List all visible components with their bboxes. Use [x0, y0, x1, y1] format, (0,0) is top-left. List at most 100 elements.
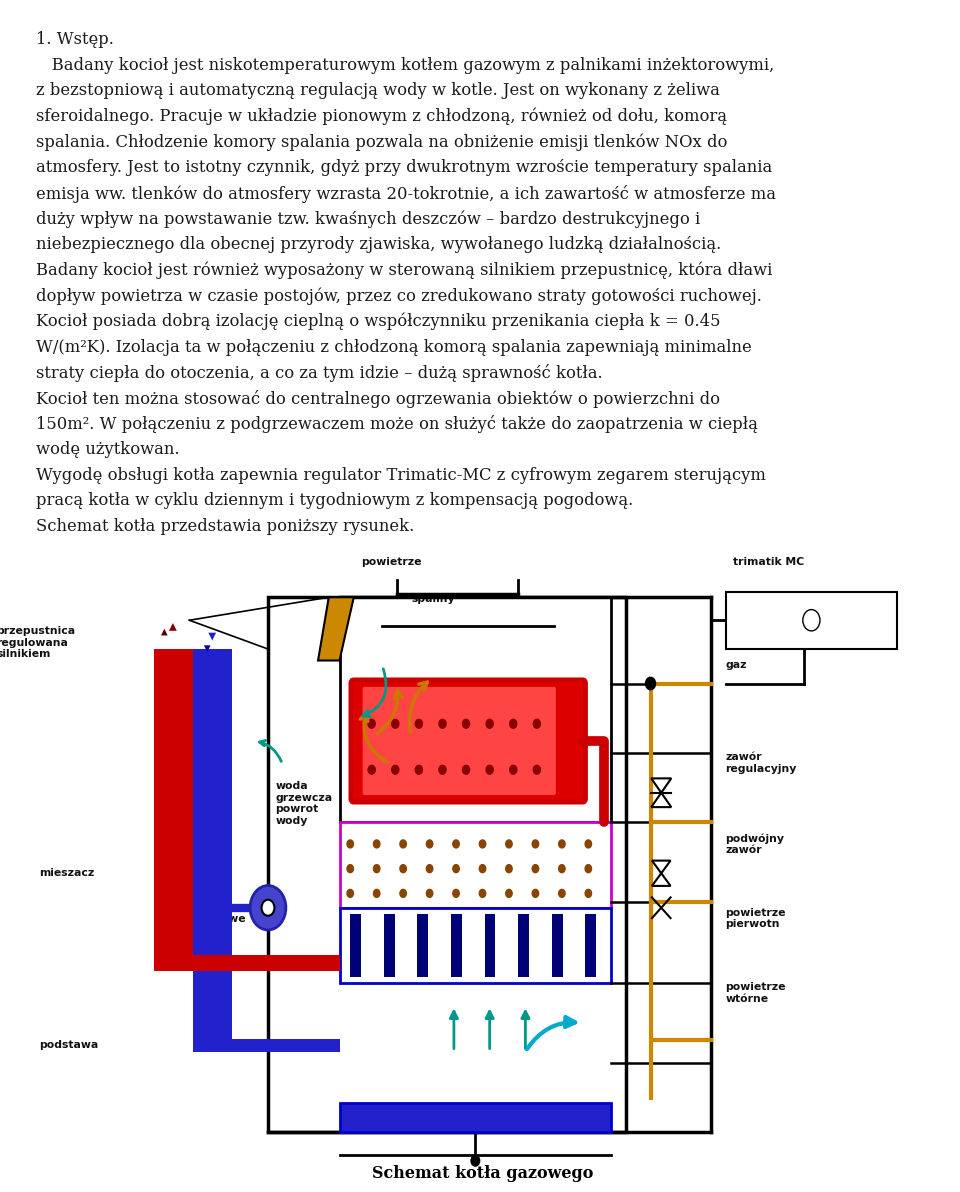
- Text: spalania. Chłodzenie komory spalania pozwala na obniżenie emisji tlenków NOx do: spalania. Chłodzenie komory spalania poz…: [36, 134, 728, 151]
- Text: sferoidalnego. Pracuje w układzie pionowym z chłodzoną, również od dołu, komorą: sferoidalnego. Pracuje w układzie pionow…: [36, 108, 728, 125]
- Text: pracą kotła w cyklu dziennym i tygodniowym z kompensacją pogodową.: pracą kotła w cyklu dziennym i tygodniow…: [36, 492, 634, 509]
- Text: straty ciepła do otoczenia, a co za tym idzie – dużą sprawność kotła.: straty ciepła do otoczenia, a co za tym …: [36, 364, 603, 383]
- Circle shape: [559, 864, 565, 873]
- Circle shape: [532, 840, 539, 848]
- Circle shape: [373, 840, 380, 848]
- Text: Kocioł ten można stosować do centralnego ogrzewania obiektów o powierzchni do: Kocioł ten można stosować do centralnego…: [36, 390, 720, 408]
- Text: przepustnica
regulowana
silnikiem: przepustnica regulowana silnikiem: [0, 626, 76, 659]
- Circle shape: [479, 889, 486, 898]
- Polygon shape: [652, 874, 670, 886]
- Circle shape: [510, 765, 516, 774]
- Circle shape: [471, 1155, 480, 1166]
- Circle shape: [392, 765, 398, 774]
- Circle shape: [347, 864, 353, 873]
- Bar: [726, 591, 898, 648]
- Text: Kocioł posiada dobrą izolację cieplną o współczynniku przenikania ciepła k = 0.4: Kocioł posiada dobrą izolację cieplną o …: [36, 312, 721, 330]
- Text: wodę użytkowan.: wodę użytkowan.: [36, 441, 180, 458]
- Text: trimatik MC: trimatik MC: [732, 557, 804, 567]
- Circle shape: [532, 864, 539, 873]
- Circle shape: [347, 889, 353, 898]
- Bar: [268, 597, 626, 1132]
- Text: duży wpływ na powstawanie tzw. kwaśnych deszczów – bardzo destrukcyjnego i: duży wpływ na powstawanie tzw. kwaśnych …: [36, 210, 701, 228]
- Bar: [350, 913, 361, 976]
- Circle shape: [439, 765, 446, 774]
- Bar: [193, 648, 232, 1051]
- Circle shape: [347, 840, 353, 848]
- Circle shape: [416, 719, 422, 728]
- Bar: [154, 648, 193, 971]
- Circle shape: [251, 886, 286, 930]
- Bar: [193, 1039, 340, 1051]
- Circle shape: [585, 889, 591, 898]
- Bar: [340, 1104, 612, 1132]
- Text: emisja ww. tlenków do atmosfery wzrasta 20-tokrotnie, a ich zawartość w atmosfer: emisja ww. tlenków do atmosfery wzrasta …: [36, 185, 777, 203]
- FancyBboxPatch shape: [351, 679, 586, 802]
- FancyBboxPatch shape: [363, 687, 556, 795]
- Circle shape: [400, 840, 406, 848]
- Circle shape: [400, 889, 406, 898]
- Circle shape: [486, 719, 493, 728]
- Text: W/(m²K). Izolacja ta w połączeniu z chłodzoną komorą spalania zapewniają minimal: W/(m²K). Izolacja ta w połączeniu z chło…: [36, 339, 753, 355]
- Circle shape: [368, 719, 375, 728]
- Text: Schemat kotła gazowego: Schemat kotła gazowego: [372, 1165, 593, 1181]
- Circle shape: [486, 765, 493, 774]
- Circle shape: [416, 765, 422, 774]
- Polygon shape: [318, 597, 354, 660]
- Text: 1. Wstęp.: 1. Wstęp.: [36, 31, 114, 48]
- Bar: [154, 955, 340, 971]
- Circle shape: [426, 864, 433, 873]
- Circle shape: [479, 864, 486, 873]
- Text: podstawa: podstawa: [39, 1039, 99, 1050]
- Polygon shape: [651, 778, 671, 793]
- Text: powietrze: powietrze: [361, 557, 421, 567]
- Circle shape: [559, 889, 565, 898]
- Text: powietrze
pierwotn: powietrze pierwotn: [726, 908, 786, 930]
- Text: powietrze
wtórne: powietrze wtórne: [726, 982, 786, 1004]
- Circle shape: [426, 889, 433, 898]
- Bar: [418, 913, 428, 976]
- Text: spaliny: spaliny: [411, 595, 455, 604]
- Circle shape: [479, 840, 486, 848]
- Circle shape: [506, 840, 513, 848]
- Circle shape: [373, 889, 380, 898]
- Text: Schemat kotła przedstawia poniższy rysunek.: Schemat kotła przedstawia poniższy rysun…: [36, 517, 415, 535]
- Bar: [586, 913, 596, 976]
- Text: woda
grzewcza
powrot
wody: woda grzewcza powrot wody: [276, 781, 332, 826]
- Circle shape: [585, 840, 591, 848]
- Text: podwójny
zawór: podwójny zawór: [726, 833, 784, 855]
- Circle shape: [533, 765, 540, 774]
- Bar: [340, 821, 612, 908]
- Text: dopływ powietrza w czasie postojów, przez co zredukowano straty gotowości ruchow: dopływ powietrza w czasie postojów, prze…: [36, 287, 762, 305]
- Circle shape: [506, 864, 513, 873]
- Circle shape: [506, 889, 513, 898]
- Circle shape: [453, 840, 459, 848]
- Bar: [384, 913, 395, 976]
- Text: Badany kocioł jest również wyposażony w sterowaną silnikiem przepustnicę, która : Badany kocioł jest również wyposażony w …: [36, 261, 773, 279]
- Polygon shape: [651, 793, 671, 807]
- Circle shape: [559, 840, 565, 848]
- Text: z bezstopniową i automatyczną regulacją wody w kotle. Jest on wykonany z żeliwa: z bezstopniową i automatyczną regulacją …: [36, 82, 720, 99]
- Circle shape: [463, 719, 469, 728]
- Text: palnik: palnik: [182, 954, 220, 964]
- Polygon shape: [652, 861, 670, 874]
- Circle shape: [533, 719, 540, 728]
- Circle shape: [585, 864, 591, 873]
- Bar: [340, 908, 612, 982]
- Text: gaz: gaz: [726, 660, 747, 670]
- Circle shape: [645, 677, 656, 690]
- Circle shape: [400, 864, 406, 873]
- Text: 150m². W połączeniu z podgrzewaczem może on służyć także do zaopatrzenia w ciepł: 150m². W połączeniu z podgrzewaczem może…: [36, 415, 758, 434]
- Circle shape: [426, 840, 433, 848]
- Bar: [552, 913, 563, 976]
- Circle shape: [453, 864, 459, 873]
- Bar: [340, 597, 612, 821]
- Circle shape: [453, 889, 459, 898]
- Circle shape: [368, 765, 375, 774]
- Circle shape: [532, 889, 539, 898]
- Circle shape: [392, 719, 398, 728]
- Bar: [451, 913, 462, 976]
- Text: Wygodę obsługi kotła zapewnia regulator Trimatic-MC z cyfrowym zegarem sterujący: Wygodę obsługi kotła zapewnia regulator …: [36, 466, 766, 484]
- Text: mieszacz: mieszacz: [39, 868, 94, 877]
- Circle shape: [463, 765, 469, 774]
- Circle shape: [510, 719, 516, 728]
